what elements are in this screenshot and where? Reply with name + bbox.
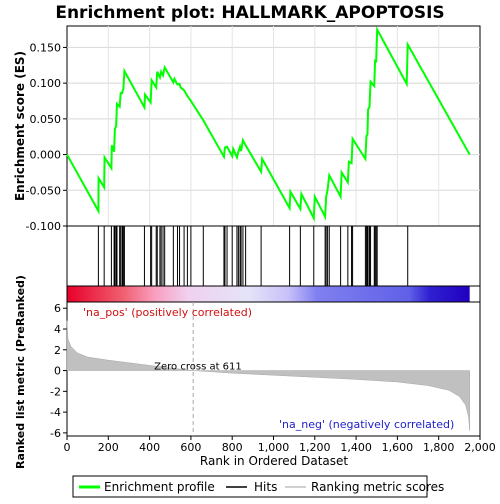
enrichment-profile-line [66, 25, 471, 222]
ranking-y-tick-label: 0 [54, 365, 61, 378]
x-axis-label: Rank in Ordered Dataset [200, 454, 348, 468]
ranking-x-axis: 0 200 400 600 800 1,000 1,200 1,400 1,600 1,800 2,… [64, 436, 496, 454]
ranking-y-tick-label: 2 [54, 344, 61, 357]
es-y-tick-label: -0.100 [26, 220, 61, 233]
chart-title: Enrichment plot: HALLMARK_APOPTOSIS [55, 3, 444, 23]
legend-enrichment-label: Enrichment profile [104, 480, 215, 494]
x-tick-label: 600 [180, 441, 201, 454]
legend-box [72, 475, 428, 498]
es-y-tick-label: 0.050 [30, 113, 62, 126]
x-tick-label: 1,000 [258, 441, 290, 454]
ranking-y-tick-label: 6 [54, 302, 61, 315]
x-tick-label: 200 [98, 441, 119, 454]
rank-color-bar [67, 286, 470, 302]
x-tick-label: 400 [139, 441, 160, 454]
x-tick-label: 800 [222, 441, 243, 454]
negative-correlation-label: 'na_neg' (negatively correlated) [279, 418, 454, 431]
es-y-tick-label: -0.050 [26, 184, 61, 197]
legend-ranking-label: Ranking metric scores [311, 480, 444, 494]
x-tick-label: 2,000 [464, 441, 496, 454]
x-tick-label: 1,600 [382, 441, 414, 454]
legend-hits-label: Hits [254, 480, 277, 494]
ranking-y-axis: -6 -4 -2 0 2 4 6 [50, 302, 67, 440]
x-tick-label: 0 [64, 441, 71, 454]
positive-correlation-label: 'na_pos' (positively correlated) [83, 306, 252, 319]
x-tick-label: 1,400 [340, 441, 372, 454]
es-y-axis: -0.100 -0.050 0.000 0.050 0.100 0.150 [26, 41, 67, 233]
ranking-y-tick-label: 4 [54, 323, 61, 336]
es-y-tick-label: 0.100 [30, 77, 62, 90]
hits-panel-frame [66, 225, 481, 287]
ranking-y-tick-label: -4 [50, 406, 61, 419]
ranking-y-tick-label: -2 [50, 385, 61, 398]
hit-markers [97, 226, 409, 286]
x-tick-label: 1,800 [423, 441, 455, 454]
es-y-axis-label: Enrichment score (ES) [13, 51, 27, 201]
es-y-tick-label: 0.150 [30, 41, 62, 54]
es-y-tick-label: 0.000 [30, 149, 62, 162]
ranking-y-axis-label: Ranked list metric (PreRanked) [14, 275, 27, 469]
ranking-metric-area [66, 320, 470, 431]
x-tick-label: 1,200 [299, 441, 331, 454]
ranking-y-tick-label: -6 [50, 427, 61, 440]
zero-cross-label: Zero cross at 611 [154, 362, 242, 373]
